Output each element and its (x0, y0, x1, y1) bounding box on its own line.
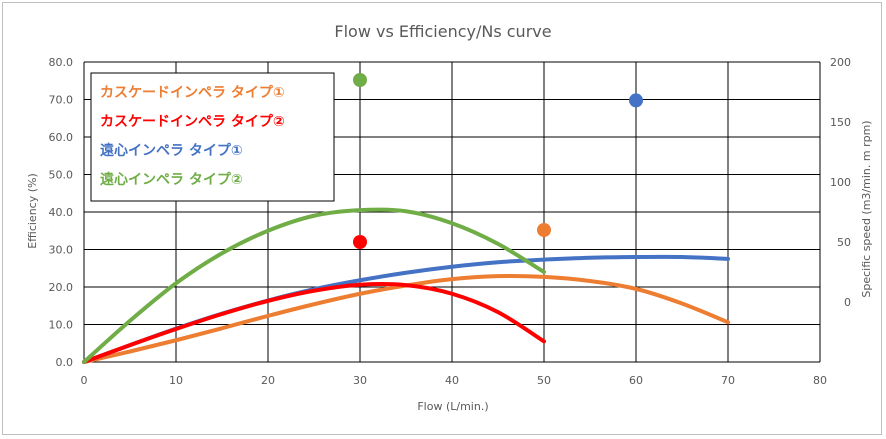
series-line-1 (82, 273, 730, 364)
y2-tick-label: 100 (830, 176, 851, 189)
x-tick-label: 70 (721, 374, 735, 387)
series-line-4 (82, 207, 546, 364)
legend-entry-1: カスケードインペラ タイプ① (100, 85, 285, 101)
ns-point-3 (629, 93, 643, 108)
series-lines (82, 207, 730, 364)
y2-tick-label: 150 (830, 116, 851, 129)
x-axis-label: Flow (L/min.) (417, 400, 488, 413)
y-tick-label: 20.0 (49, 281, 74, 294)
y-tick-label: 70.0 (49, 94, 74, 107)
legend-entry-4: 遠心インペラ タイプ② (100, 171, 243, 188)
x-axis-ticks: 0 10 20 30 40 50 60 70 80 (81, 374, 828, 387)
y-tick-label: 50.0 (49, 169, 74, 182)
x-tick-label: 50 (537, 374, 551, 387)
y2-axis-ticks: 0 50 100 150 200 (830, 56, 851, 309)
ns-point-1 (537, 223, 551, 237)
x-tick-label: 20 (261, 374, 275, 387)
series-line-3 (82, 254, 730, 364)
ns-points (353, 73, 643, 249)
legend-entry-3: 遠心インペラ タイプ① (100, 142, 243, 159)
chart-frame: Flow vs Efficiency/Ns curve 0 10 20 30 40 50 6… (2, 2, 882, 435)
legend-entry-2: カスケードインペラ タイプ② (100, 114, 285, 130)
y-tick-label: 10.0 (49, 319, 74, 332)
y-tick-label: 80.0 (49, 56, 74, 69)
series-line-2 (82, 282, 546, 364)
ns-point-4 (353, 73, 367, 87)
x-tick-label: 10 (169, 374, 183, 387)
x-tick-label: 0 (81, 374, 88, 387)
y2-tick-label: 50 (837, 236, 851, 249)
y-tick-label: 60.0 (49, 131, 74, 144)
grid (83, 61, 821, 363)
x-tick-label: 80 (813, 374, 827, 387)
y2-tick-label: 200 (830, 56, 851, 69)
x-tick-label: 40 (445, 374, 459, 387)
y-tick-label: 0.0 (56, 356, 74, 369)
x-tick-label: 30 (353, 374, 367, 387)
y-tick-label: 30.0 (49, 244, 74, 257)
legend-box (90, 72, 335, 202)
chart-title: Flow vs Efficiency/Ns curve (334, 22, 551, 41)
y2-tick-label: 0 (844, 296, 851, 309)
x-tick-label: 60 (629, 374, 643, 387)
y-axis-label: Efficiency (%) (26, 173, 39, 249)
y-axis-ticks: 0.0 10.0 20.0 30.0 40.0 50.0 60.0 70.0 80.0 (49, 56, 74, 369)
y2-axis-label: Specific speed (m3/min. m rpm) (860, 120, 873, 297)
y-tick-label: 40.0 (49, 206, 74, 219)
ns-point-2 (353, 235, 367, 249)
chart-svg: Flow vs Efficiency/Ns curve 0 10 20 30 40 50 6… (26, 22, 873, 413)
legend: カスケードインペラ タイプ① カスケードインペラ タイプ② 遠心インペラ タイプ① 遠… (90, 72, 335, 202)
